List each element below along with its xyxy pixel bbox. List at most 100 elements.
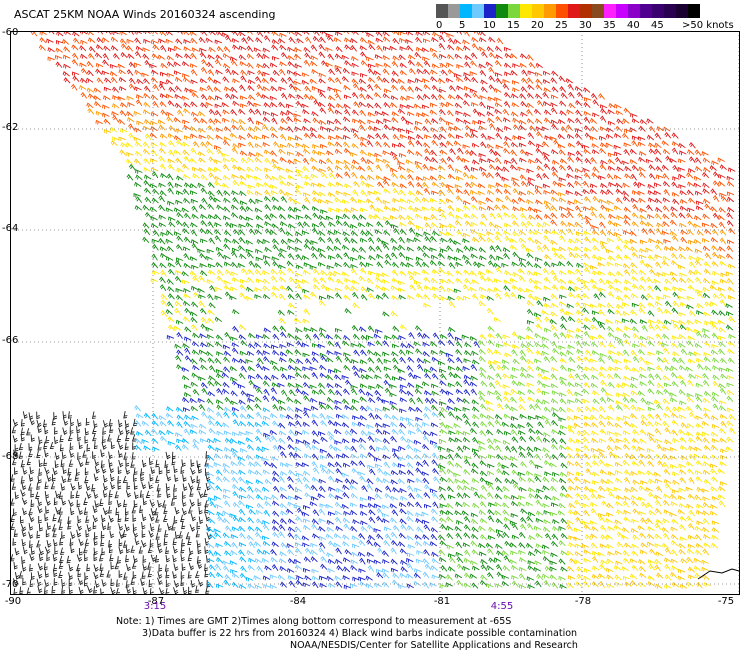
wind-barb [206, 542, 215, 549]
wind-barb [421, 104, 430, 110]
wind-barb [536, 299, 544, 307]
wind-barb [551, 411, 560, 418]
wind-barb [167, 286, 175, 293]
wind-barb [327, 102, 335, 109]
wind-barb [320, 555, 328, 563]
wind-barb [231, 69, 239, 76]
wind-barb [463, 85, 472, 91]
wind-barb [703, 412, 711, 420]
wind-barb [117, 442, 124, 450]
wind-barb [600, 204, 608, 211]
wind-barb [198, 349, 207, 355]
wind-barb [296, 214, 304, 220]
wind-barb [181, 521, 186, 530]
wind-barb [165, 546, 170, 555]
wind-barb [607, 381, 615, 389]
wind-barb [392, 133, 400, 141]
wind-barb [111, 136, 120, 142]
wind-barb [632, 534, 640, 541]
wind-barb [606, 230, 615, 237]
wind-barb [240, 390, 248, 397]
wind-barb [407, 220, 416, 227]
wind-barb [453, 423, 461, 429]
wind-barb [687, 181, 695, 187]
wind-barb [232, 44, 240, 50]
wind-barb [653, 399, 662, 405]
wind-barb [197, 546, 202, 555]
wind-barb [415, 150, 423, 157]
wind-barb [206, 61, 214, 69]
wind-barb [165, 31, 173, 36]
wind-barb [232, 164, 240, 171]
wind-barb [437, 464, 446, 469]
wind-barb [704, 228, 712, 235]
wind-barb [70, 491, 75, 499]
wind-barb [256, 182, 264, 188]
wind-barb [447, 173, 456, 180]
wind-barb [150, 167, 159, 173]
scale-label: 45 [651, 20, 664, 31]
wind-barb [152, 269, 160, 275]
wind-barb [377, 547, 384, 555]
wind-barb [471, 279, 479, 285]
wind-barb [253, 135, 262, 141]
wind-barb [351, 78, 359, 85]
wind-barb [193, 116, 200, 124]
wind-barb [726, 220, 734, 227]
wind-barb [535, 517, 544, 523]
wind-barb [526, 180, 535, 187]
wind-barb [416, 284, 423, 292]
wind-barb [453, 288, 462, 294]
wind-barb [365, 262, 374, 267]
wind-barb [527, 487, 536, 493]
wind-barb [672, 291, 680, 299]
wind-barb [487, 117, 495, 124]
wind-barb [318, 547, 325, 554]
wind-barb [518, 237, 526, 243]
wind-barb [277, 37, 286, 44]
wind-barb [301, 342, 310, 348]
wind-barb [647, 413, 655, 420]
wind-barb [254, 76, 262, 83]
wind-barb [351, 55, 359, 61]
wind-barb [160, 45, 167, 53]
wind-barb [191, 205, 198, 213]
wind-barb [269, 101, 278, 108]
wind-barb [469, 174, 478, 180]
wind-barb [399, 85, 407, 92]
wind-barb [543, 234, 550, 242]
wind-barb [407, 59, 415, 66]
wind-barb [103, 95, 111, 101]
wind-barb [237, 456, 246, 461]
wind-barb [374, 407, 383, 413]
wind-barb [126, 152, 134, 157]
wind-barb [607, 355, 614, 363]
wind-barb [342, 388, 350, 395]
wind-barb [400, 435, 407, 443]
wind-barb [263, 255, 271, 260]
wind-barb [718, 173, 726, 179]
wind-barb [334, 421, 342, 427]
wind-barb [319, 276, 327, 284]
wind-barb [622, 263, 631, 269]
wind-barb [327, 76, 335, 84]
wind-barb [486, 295, 494, 301]
wind-barb [711, 228, 719, 236]
wind-barb [600, 559, 608, 565]
wind-barb [648, 228, 655, 235]
wind-barb [278, 430, 287, 436]
wind-barb [438, 35, 446, 43]
wind-barb [648, 197, 656, 203]
wind-barb [407, 552, 415, 558]
wind-barb [399, 548, 407, 555]
wind-barb [215, 246, 224, 252]
wind-barb [477, 111, 486, 117]
wind-barb [359, 246, 367, 253]
wind-barb [423, 84, 431, 90]
wind-barb [501, 421, 509, 427]
wind-barb [639, 428, 647, 436]
wind-barb [168, 324, 175, 331]
wind-barb [263, 102, 271, 108]
wind-barb [551, 149, 559, 155]
wind-barb [503, 46, 512, 52]
